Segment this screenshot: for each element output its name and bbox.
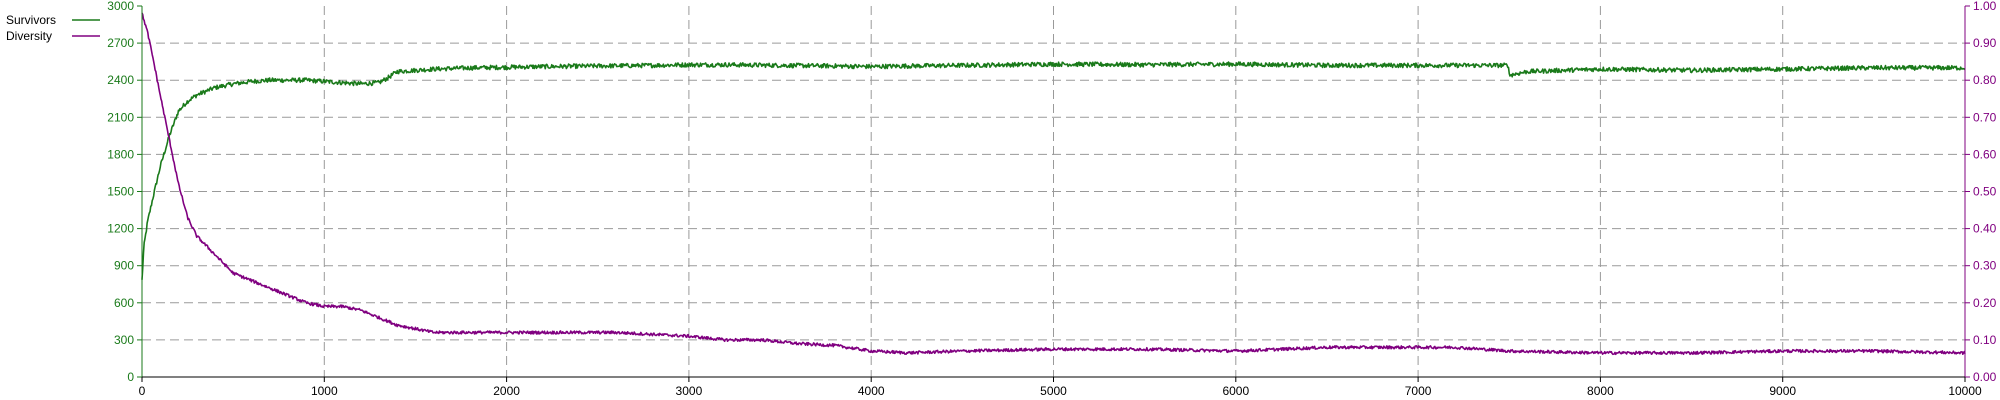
right-tick-label: 1.00 bbox=[1973, 0, 1997, 13]
bottom-tick-label: 5000 bbox=[1040, 384, 1067, 398]
left-tick-label: 3000 bbox=[107, 0, 134, 13]
right-tick-label: 0.30 bbox=[1973, 259, 1997, 273]
bottom-tick-label: 0 bbox=[139, 384, 146, 398]
bottom-tick-label: 1000 bbox=[311, 384, 338, 398]
left-tick-label: 1800 bbox=[107, 147, 134, 161]
right-tick-label: 0.40 bbox=[1973, 222, 1997, 236]
left-axis-ticks: 0 300 600 900 1200 1500 1800 2100 2400 2700 3000 bbox=[107, 0, 142, 384]
right-tick-label: 0.90 bbox=[1973, 36, 1997, 50]
bottom-tick-label: 4000 bbox=[858, 384, 885, 398]
bottom-tick-label: 8000 bbox=[1587, 384, 1614, 398]
grid bbox=[142, 6, 1965, 377]
right-axis-ticks: 0.00 0.10 0.20 0.30 0.40 0.50 0.60 0.70 0.80 0.90… bbox=[1965, 0, 1997, 384]
left-tick-label: 600 bbox=[114, 296, 134, 310]
right-tick-label: 0.70 bbox=[1973, 110, 1997, 124]
right-tick-label: 0.20 bbox=[1973, 296, 1997, 310]
bottom-tick-label: 10000 bbox=[1948, 384, 1982, 398]
bottom-tick-label: 7000 bbox=[1405, 384, 1432, 398]
left-tick-label: 1500 bbox=[107, 185, 134, 199]
right-tick-label: 0.50 bbox=[1973, 185, 1997, 199]
bottom-tick-label: 9000 bbox=[1769, 384, 1796, 398]
left-tick-label: 2400 bbox=[107, 73, 134, 87]
bottom-tick-label: 6000 bbox=[1222, 384, 1249, 398]
bottom-tick-label: 3000 bbox=[676, 384, 703, 398]
series-layer bbox=[141, 12, 1966, 356]
right-tick-label: 0.10 bbox=[1973, 333, 1997, 347]
bottom-tick-label: 2000 bbox=[493, 384, 520, 398]
right-tick-label: 0.00 bbox=[1973, 370, 1997, 384]
legend: Survivors Diversity bbox=[6, 13, 100, 43]
left-tick-label: 0 bbox=[127, 370, 134, 384]
left-tick-label: 2100 bbox=[107, 110, 134, 124]
left-tick-label: 1200 bbox=[107, 222, 134, 236]
series-line-survivors bbox=[141, 61, 1966, 280]
left-tick-label: 300 bbox=[114, 333, 134, 347]
bottom-axis-ticks: 0 1000 2000 3000 4000 5000 6000 7000 8000 9000 100… bbox=[139, 377, 1982, 398]
left-tick-label: 2700 bbox=[107, 36, 134, 50]
right-tick-label: 0.60 bbox=[1973, 147, 1997, 161]
legend-label-diversity: Diversity bbox=[6, 29, 52, 43]
legend-label-survivors: Survivors bbox=[6, 13, 56, 27]
left-tick-label: 900 bbox=[114, 259, 134, 273]
right-tick-label: 0.80 bbox=[1973, 73, 1997, 87]
series-line-diversity bbox=[141, 12, 1966, 356]
